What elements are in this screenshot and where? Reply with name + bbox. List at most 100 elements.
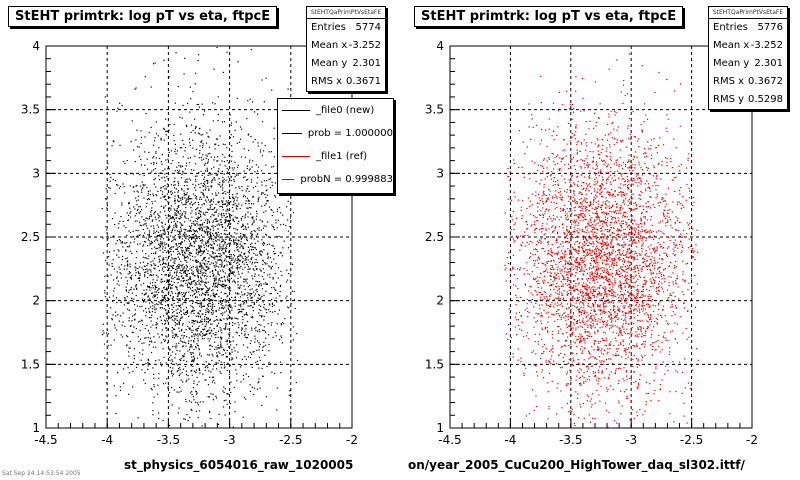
scatter-point [242,248,244,250]
scatter-point [620,287,622,289]
scatter-point [178,304,180,307]
scatter-point [274,195,276,197]
scatter-point [139,329,141,331]
scatter-point [204,281,206,284]
scatter-point [114,327,116,329]
scatter-point [260,270,262,272]
scatter-point [233,204,235,206]
scatter-point [166,378,168,380]
scatter-point [220,319,223,321]
scatter-point [224,414,226,416]
scatter-point [272,211,275,213]
scatter-point [154,341,156,343]
scatter-point [595,340,597,342]
scatter-point [667,209,669,212]
scatter-point [643,334,645,337]
scatter-point [237,309,239,311]
scatter-point [200,207,202,209]
scatter-point [585,210,587,212]
scatter-point [187,197,189,199]
scatter-point [118,256,120,258]
scatter-point [174,170,176,172]
scatter-point [223,178,225,180]
scatter-point [155,264,157,266]
scatter-point [208,220,210,223]
scatter-point [148,234,150,236]
scatter-point [196,296,198,298]
scatter-point [586,337,588,340]
scatter-point [241,225,243,228]
scatter-point [221,238,223,240]
scatter-point [172,345,174,347]
scatter-point [197,59,199,62]
scatter-point [235,369,237,371]
scatter-point [260,253,262,255]
scatter-point [214,341,216,343]
scatter-point [246,264,249,266]
scatter-point [111,218,114,220]
scatter-point [184,181,186,183]
scatter-point [226,296,228,298]
scatter-point [249,390,251,392]
scatter-point [262,268,264,270]
scatter-point [623,216,626,218]
scatter-point [564,353,566,355]
scatter-point [183,331,185,333]
scatter-point [215,203,217,205]
scatter-point [638,177,640,179]
scatter-point [245,227,247,229]
scatter-point [226,276,229,278]
scatter-point [182,172,184,174]
scatter-point [236,97,238,99]
scatter-point [249,243,252,245]
scatter-point [194,256,196,258]
scatter-point [601,183,603,185]
scatter-point [156,247,158,249]
scatter-point [693,201,695,203]
scatter-point [250,136,252,138]
scatter-point [221,200,223,202]
scatter-point [257,330,259,332]
scatter-point [263,278,265,280]
scatter-point [566,278,568,280]
scatter-point [252,187,254,189]
scatter-point [185,291,187,294]
scatter-point [204,367,206,369]
scatter-point [180,199,182,201]
scatter-point [229,201,231,203]
scatter-point [595,379,597,381]
scatter-point [686,338,688,340]
scatter-point [137,191,139,193]
scatter-point [241,358,243,360]
scatter-point [215,315,217,318]
scatter-point [178,322,180,324]
scatter-point [242,260,244,262]
scatter-point [199,227,201,230]
scatter-point [235,228,237,230]
scatter-point [646,320,648,322]
scatter-point [164,340,166,342]
scatter-point [237,197,239,199]
scatter-point [218,279,220,281]
scatter-point [194,333,196,335]
scatter-point [230,258,232,260]
scatter-point [263,304,265,306]
scatter-point [591,161,593,163]
scatter-point [258,298,260,300]
scatter-point [116,110,118,112]
scatter-point [130,172,132,174]
scatter-point [150,326,152,328]
scatter-point [173,134,175,136]
scatter-point [516,297,518,299]
scatter-point [246,188,248,190]
scatter-point [205,285,207,287]
scatter-point [168,280,170,282]
scatter-point [204,316,206,318]
scatter-point [236,173,238,175]
scatter-point [573,190,575,192]
scatter-point [121,242,124,244]
scatter-point [186,247,188,250]
scatter-point [634,268,636,270]
scatter-point [148,240,150,242]
scatter-point [176,312,178,314]
